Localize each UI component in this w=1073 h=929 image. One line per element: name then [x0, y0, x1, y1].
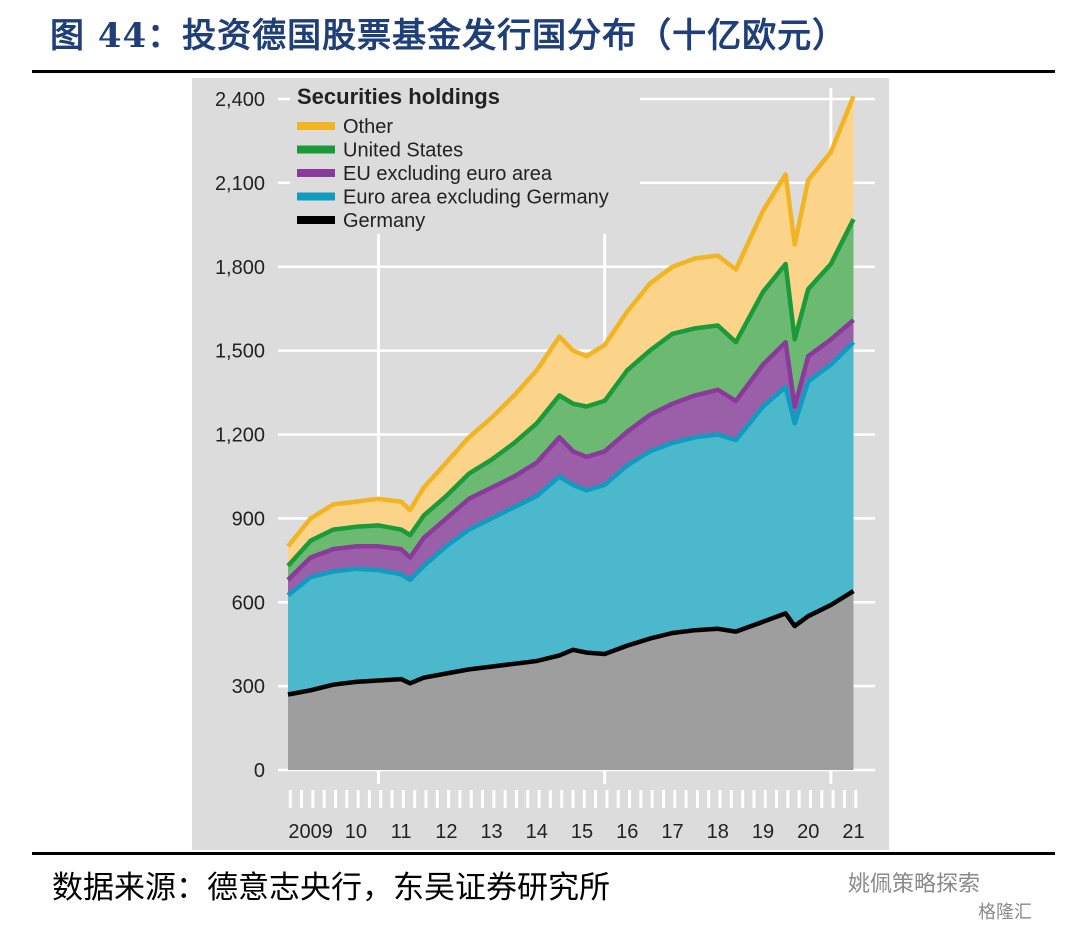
- line-germany: [287, 589, 855, 697]
- x-tick-label: 15: [571, 821, 593, 843]
- legend-label: United States: [343, 140, 463, 162]
- legend-background: [290, 82, 640, 234]
- figure-title: 图 44：投资德国股票基金发行国分布（十亿欧元）: [50, 16, 848, 56]
- legend-swatch: [297, 169, 335, 177]
- areas: [288, 96, 854, 770]
- y-tick-label: 900: [232, 508, 265, 530]
- legend-swatch: [297, 122, 335, 130]
- legend-label: Euro area excluding Germany: [343, 187, 609, 209]
- y-axis: 0 300 600 900 1,200 1,500 1,800 2,100 2,400: [215, 89, 265, 782]
- legend-swatch: [297, 216, 335, 224]
- x-tick-label: 2009: [288, 821, 333, 843]
- legend-label: Other: [343, 116, 393, 138]
- legend-swatch: [297, 192, 335, 201]
- x-tick-label: 11: [391, 821, 412, 843]
- y-tick-label: 1,200: [215, 425, 265, 447]
- x-axis: 2009 10 11 12 13 14 15 16 17 18 19 20 21: [192, 784, 889, 850]
- y-tick-label: 1,500: [215, 341, 265, 363]
- y-tick-label: 2,400: [215, 89, 265, 111]
- watermark: 姚佩策略探索: [848, 872, 981, 897]
- legend-title: Securities holdings: [297, 84, 500, 109]
- x-tick-label: 16: [616, 821, 638, 843]
- x-tick-label: 13: [480, 821, 502, 843]
- x-tick-label: 12: [435, 821, 457, 843]
- x-tick-label: 14: [526, 821, 548, 843]
- x-tick-label: 20: [797, 821, 819, 843]
- x-tick-label: 17: [661, 821, 683, 843]
- line-euro-area-excluding-germany: [286, 340, 856, 598]
- x-tick-label: 10: [345, 821, 367, 843]
- y-tick-label: 2,100: [215, 173, 265, 195]
- source-note: 数据来源：德意志央行，东吴证券研究所: [52, 870, 610, 906]
- top-rule: [32, 70, 1055, 73]
- y-tick-label: 0: [254, 760, 265, 782]
- legend-label: Germany: [343, 210, 425, 232]
- x-tick-label: 21: [842, 821, 864, 843]
- y-tick-label: 1,800: [215, 257, 265, 279]
- legend-swatch: [297, 145, 335, 154]
- x-tick-label: 18: [707, 821, 729, 843]
- line-united-states: [286, 218, 856, 568]
- series-lines: [286, 95, 856, 697]
- legend-label: EU excluding euro area: [343, 163, 553, 185]
- bottom-rule: [32, 852, 1055, 855]
- x-tick-label: 19: [752, 821, 774, 843]
- area-germany: [288, 591, 854, 770]
- line-other: [286, 95, 856, 548]
- line-eu-excluding-euro-area: [286, 318, 855, 582]
- watermark-sub: 格隆汇: [978, 902, 1032, 923]
- y-tick-label: 300: [232, 676, 265, 698]
- y-tick-label: 600: [232, 592, 265, 614]
